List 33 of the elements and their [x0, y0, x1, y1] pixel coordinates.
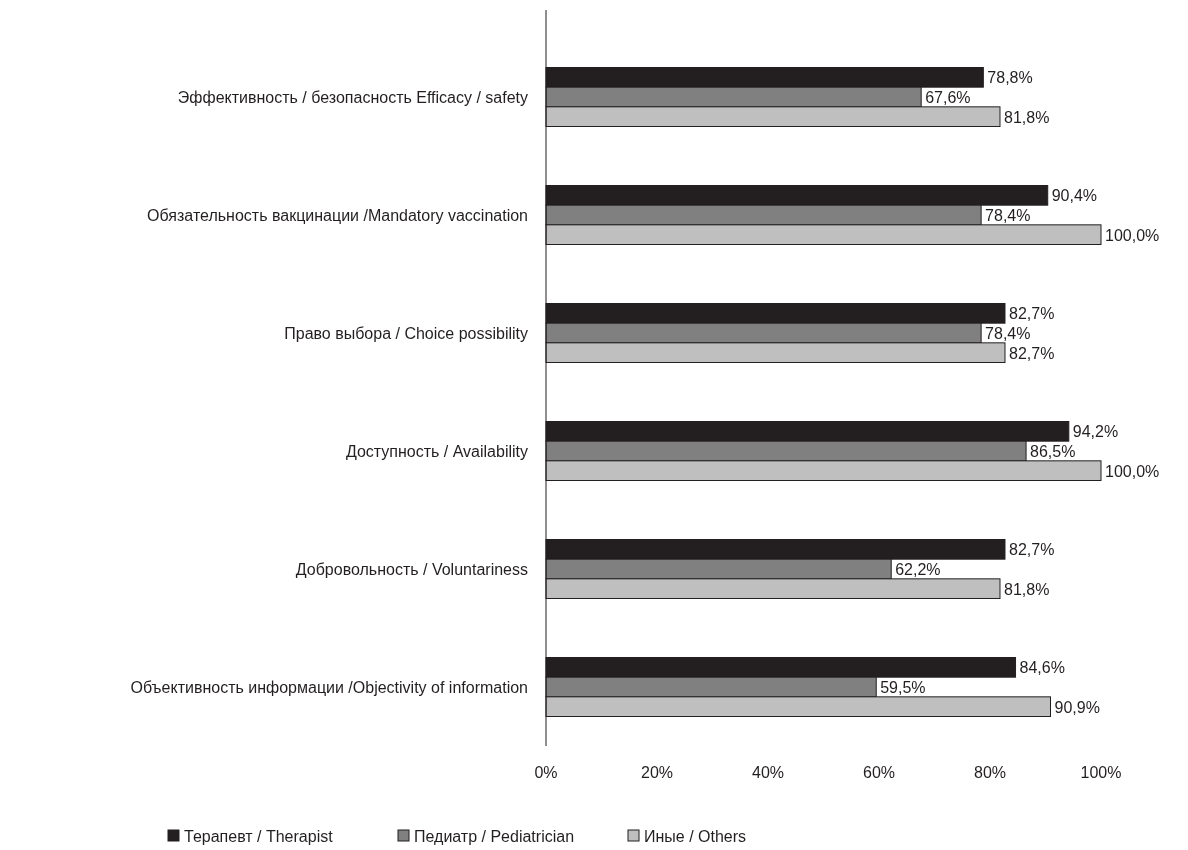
data-label: 86,5%	[1030, 443, 1076, 460]
data-label: 59,5%	[880, 679, 926, 696]
data-label: 82,7%	[1008, 305, 1055, 323]
data-label: 90,4%	[1051, 187, 1098, 205]
y-tick-label: Обязательность вакцинации /Mandatory vaccination	[147, 207, 528, 224]
data-label: 67,6%	[925, 89, 971, 106]
legend-label: Педиатр / Pediatrician	[414, 828, 575, 845]
y-tick-label: Добровольность / Voluntariness	[295, 561, 528, 578]
data-label: 81,8%	[1003, 108, 1050, 126]
x-tick-label: 80%	[973, 764, 1007, 781]
x-tick-label: 60%	[862, 764, 896, 781]
data-label: 78,4%	[985, 207, 1031, 224]
y-tick-label: Право выбора / Choice possibility	[284, 325, 528, 342]
y-tick-label: Эффективность / безопасность Efficacy / safety	[177, 89, 528, 106]
x-tick-label: 0%	[534, 764, 558, 781]
data-label: 84,6%	[1019, 659, 1065, 677]
data-label: 94,2%	[1072, 423, 1119, 441]
data-label: 62,2%	[895, 561, 941, 578]
data-label: 100,0%	[1105, 226, 1160, 244]
x-tick-label: 40%	[751, 764, 785, 781]
data-label: 82,7%	[1008, 541, 1055, 559]
y-tick-label: Объективность информации /Objectivity of information	[130, 679, 528, 696]
data-label: 100,0%	[1105, 462, 1160, 480]
data-label: 81,8%	[1003, 580, 1050, 598]
legend-label: Терапевт / Therapist	[184, 828, 334, 845]
x-tick-label: 20%	[640, 764, 674, 781]
data-label: 78,8%	[987, 69, 1033, 87]
data-label: 82,7%	[1008, 344, 1055, 362]
legend-label: Иные / Others	[644, 828, 747, 845]
data-label: 90,9%	[1054, 698, 1100, 716]
data-label: 78,4%	[985, 325, 1031, 342]
x-tick-label: 100%	[1080, 764, 1122, 781]
y-tick-label: Доступность / Availability	[345, 443, 528, 460]
